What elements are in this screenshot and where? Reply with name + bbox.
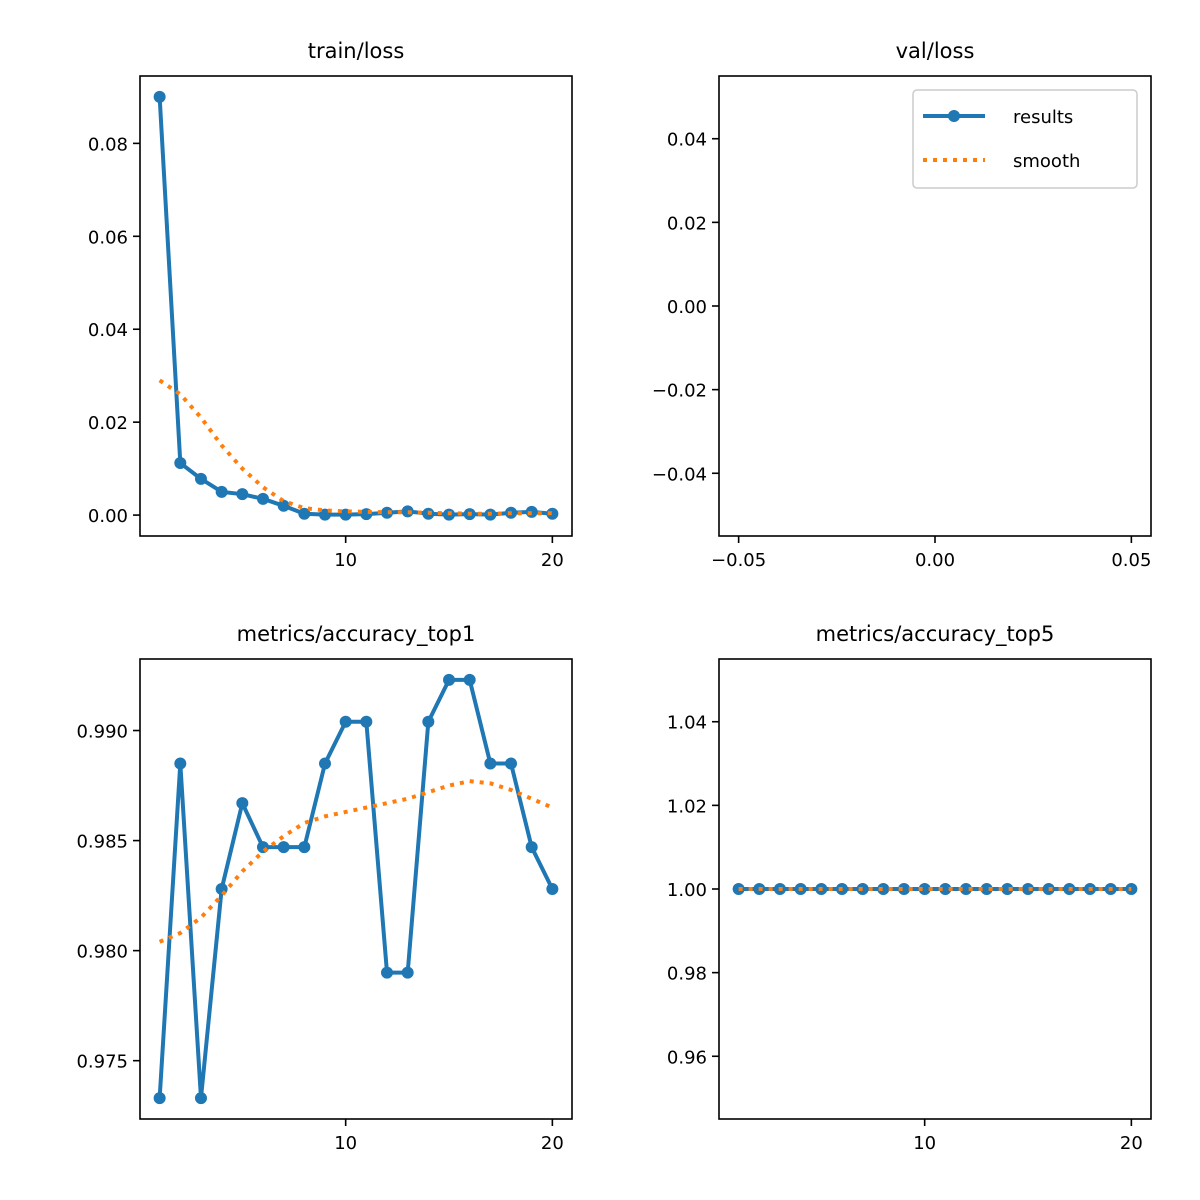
chart-title: val/loss — [896, 39, 975, 63]
x-tick-label: 10 — [334, 1133, 357, 1154]
y-tick-label: 0.98 — [667, 964, 707, 985]
y-tick-label: −0.04 — [652, 464, 707, 485]
data-point — [298, 507, 311, 520]
data-point — [546, 507, 559, 520]
chart-panel-2: val/loss −0.05 0.00 0.05 −0.04 −0.02 0.00 0.02 0… — [652, 39, 1152, 571]
data-point — [1001, 883, 1014, 895]
x-tick-label: 0.00 — [915, 550, 955, 571]
y-tick-label: −0.02 — [652, 381, 707, 402]
data-point — [298, 841, 311, 854]
data-point — [256, 492, 269, 505]
x-tick-label: −0.05 — [711, 550, 766, 571]
x-tick-label: 20 — [1120, 1133, 1143, 1154]
data-point — [980, 883, 993, 895]
x-tick-label: 10 — [334, 550, 357, 571]
x-tick-label: 20 — [541, 550, 564, 571]
data-point — [381, 506, 393, 519]
y-tick-label: 0.980 — [76, 942, 128, 963]
data-point — [174, 457, 187, 470]
y-tick-label: 0.02 — [667, 213, 707, 234]
legend-marker-results — [948, 110, 960, 122]
data-point — [422, 715, 435, 728]
series-line-results — [157, 677, 555, 1101]
data-point — [505, 757, 518, 770]
data-point — [381, 966, 393, 979]
data-point — [360, 715, 373, 728]
axes-frame — [139, 75, 573, 537]
data-point — [1022, 883, 1035, 895]
data-point — [339, 715, 352, 728]
data-point — [256, 841, 269, 854]
y-tick-label: 0.990 — [76, 722, 128, 743]
chart-panel-4: metrics/accuracy_top5 10 20 0.96 0.98 1.00 1.0… — [667, 622, 1152, 1154]
data-point — [443, 673, 456, 686]
data-point — [856, 883, 869, 895]
chart-title: metrics/accuracy_top1 — [237, 622, 476, 647]
data-point — [484, 757, 497, 770]
y-tick-label: 1.00 — [667, 880, 707, 901]
data-point — [463, 673, 476, 686]
x-tick-label: 0.05 — [1111, 550, 1151, 571]
y-tick-label: 0.08 — [88, 134, 128, 155]
data-point — [877, 883, 890, 895]
y-tick-label: 0.00 — [667, 297, 707, 318]
chart-panel-1: train/loss 10 20 0.00 0.02 0.04 0.06 0.08 — [88, 39, 573, 571]
legend: results smooth — [912, 89, 1138, 189]
data-point — [401, 966, 414, 979]
data-point — [153, 90, 166, 103]
legend-box — [912, 89, 1138, 189]
chart-title: metrics/accuracy_top5 — [816, 622, 1055, 647]
y-tick-label: 0.985 — [76, 832, 128, 853]
chart-panel-3: metrics/accuracy_top1 10 20 0.975 0.980 0.985… — [76, 622, 573, 1154]
data-point — [939, 883, 952, 895]
data-point — [277, 499, 290, 512]
data-point — [525, 841, 538, 854]
data-point — [401, 505, 414, 518]
data-point — [898, 883, 910, 895]
data-point — [319, 757, 331, 770]
data-point — [194, 1092, 207, 1105]
data-point — [236, 488, 249, 501]
y-tick-label: 0.96 — [667, 1047, 707, 1068]
y-tick-label: 0.975 — [76, 1052, 128, 1073]
y-tick-label: 1.04 — [667, 713, 707, 734]
y-tick-label: 0.02 — [88, 413, 128, 434]
data-point — [194, 472, 207, 485]
y-tick-label: 1.02 — [667, 796, 707, 817]
data-point — [918, 883, 931, 895]
x-tick-label: 20 — [541, 1133, 564, 1154]
data-point — [236, 797, 249, 810]
data-point — [277, 841, 290, 854]
legend-label-smooth: smooth — [1013, 151, 1080, 172]
y-tick-label: 0.00 — [88, 506, 128, 527]
y-tick-label: 0.04 — [667, 130, 707, 151]
y-tick-label: 0.06 — [88, 227, 128, 248]
x-tick-label: 10 — [913, 1133, 936, 1154]
y-tick-label: 0.04 — [88, 320, 128, 341]
data-point — [153, 1092, 166, 1105]
axes-frame — [139, 658, 573, 1120]
legend-label-results: results — [1013, 107, 1073, 128]
data-point — [215, 485, 228, 498]
data-point — [546, 883, 559, 895]
data-point — [174, 757, 187, 770]
data-point — [960, 883, 972, 895]
series-line-smooth — [158, 779, 554, 944]
chart-title: train/loss — [308, 39, 405, 63]
